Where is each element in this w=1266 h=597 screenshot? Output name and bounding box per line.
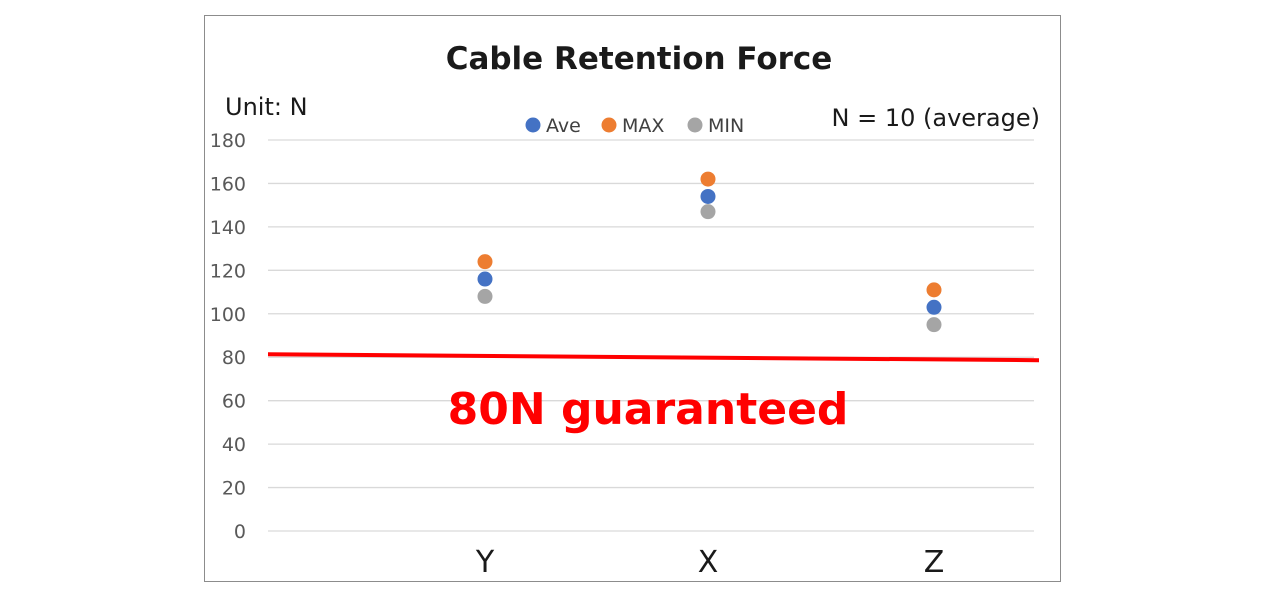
- reference-line: [267, 352, 1040, 363]
- point-ave: [926, 299, 942, 315]
- y-tick-label: 180: [210, 130, 246, 152]
- point-min: [926, 317, 942, 333]
- y-axis-ticks: 0 20 40 60 80 100 120 140 160 180: [210, 130, 246, 543]
- chart-svg: Cable Retention Force Unit: N N = 10 (av…: [210, 41, 1040, 580]
- legend-marker-max: [601, 117, 617, 133]
- x-tick-label: Y: [475, 545, 495, 580]
- point-min: [700, 204, 716, 220]
- point-min: [477, 288, 493, 304]
- point-max: [700, 171, 716, 187]
- point-max: [926, 282, 942, 298]
- y-tick-label: 120: [210, 260, 246, 282]
- sample-note: N = 10 (average): [832, 104, 1040, 132]
- point-ave: [477, 271, 493, 287]
- y-tick-label: 100: [210, 304, 246, 326]
- guarantee-annotation: 80N guaranteed: [448, 384, 849, 435]
- y-tick-label: 140: [210, 217, 246, 239]
- x-tick-label: Z: [924, 545, 945, 580]
- legend-label: MIN: [708, 115, 744, 137]
- chart-frame: Cable Retention Force Unit: N N = 10 (av…: [204, 15, 1061, 582]
- legend-marker-ave: [525, 117, 541, 133]
- legend-label: MAX: [622, 115, 664, 137]
- y-tick-label: 40: [222, 434, 246, 456]
- legend: Ave MAX MIN: [525, 115, 744, 137]
- x-tick-label: X: [698, 545, 719, 580]
- legend-marker-min: [687, 117, 703, 133]
- point-max: [477, 254, 493, 270]
- gridlines: [268, 139, 1034, 532]
- data-points: [477, 171, 942, 333]
- y-tick-label: 60: [222, 391, 246, 413]
- point-ave: [700, 188, 716, 204]
- unit-label: Unit: N: [225, 93, 308, 121]
- reference-line-group: [267, 352, 1040, 363]
- legend-label: Ave: [546, 115, 581, 137]
- y-tick-label: 0: [234, 521, 246, 543]
- y-tick-label: 160: [210, 173, 246, 195]
- y-tick-label: 20: [222, 478, 246, 500]
- y-tick-label: 80: [222, 347, 246, 369]
- chart-title: Cable Retention Force: [446, 41, 833, 77]
